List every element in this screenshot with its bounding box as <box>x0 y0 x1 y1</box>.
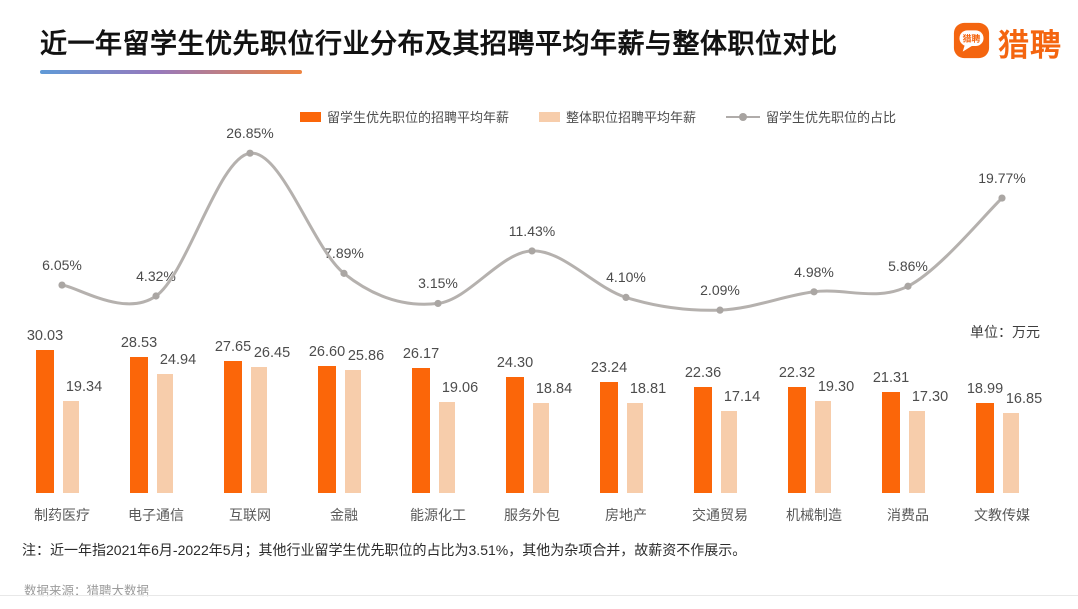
bar-value-label: 22.36 <box>684 364 722 381</box>
liepin-logo-icon: 猎聘 <box>953 21 990 65</box>
trend-dot <box>246 149 254 157</box>
trend-dot <box>528 247 536 255</box>
trend-dot <box>340 269 348 277</box>
bar-value-label: 24.30 <box>496 355 534 372</box>
category-label: 机械制造 <box>786 507 842 523</box>
trend-dot <box>434 299 442 308</box>
bar-overall-salary <box>439 402 455 493</box>
chart-legend: 留学生优先职位的招聘平均年薪 整体职位招聘平均年薪 留学生优先职位的占比 <box>300 107 896 126</box>
bar-value-label: 19.34 <box>65 378 103 395</box>
bar-value-label: 25.86 <box>347 347 385 364</box>
bar-student-salary <box>412 368 430 493</box>
bar-value-label: 18.99 <box>966 380 1004 397</box>
category-label: 制药医疗 <box>34 507 90 523</box>
bar-value-label: 18.81 <box>629 381 667 398</box>
bar-value-label: 24.94 <box>159 352 197 369</box>
title-underline-decoration <box>40 70 302 74</box>
legend-line-marker-icon <box>726 112 761 122</box>
bar-value-label: 19.30 <box>817 379 855 396</box>
trend-dot <box>998 194 1006 202</box>
bottom-divider <box>0 595 1078 596</box>
bar-student-salary <box>318 366 336 493</box>
bar-overall-salary <box>721 411 737 493</box>
category-label: 服务外包 <box>504 507 560 523</box>
bar-student-salary <box>506 377 524 493</box>
bar-student-salary <box>882 391 900 493</box>
category-label: 房地产 <box>605 507 647 523</box>
percent-label: 3.15% <box>418 275 458 292</box>
legend-label: 留学生优先职位的占比 <box>766 110 897 125</box>
svg-text:猎聘: 猎聘 <box>963 32 981 43</box>
category-label: 金融 <box>330 507 358 523</box>
bar-value-label: 17.30 <box>911 388 949 405</box>
percent-label: 26.85% <box>226 125 274 142</box>
category-label: 能源化工 <box>410 507 466 523</box>
data-source: 数据来源：猎聘大数据 <box>24 584 150 598</box>
bar-student-salary <box>130 357 148 493</box>
percent-label: 2.09% <box>700 282 740 299</box>
category-label: 消费品 <box>887 507 929 523</box>
bar-value-label: 16.85 <box>1005 390 1043 407</box>
legend-label: 留学生优先职位的招聘平均年薪 <box>327 110 510 125</box>
brand-logo: 猎聘 猎聘 <box>953 20 1062 65</box>
percent-label: 4.98% <box>794 263 834 280</box>
bar-overall-salary <box>63 400 79 493</box>
bar-value-label: 27.65 <box>214 339 252 356</box>
bar-value-label: 30.03 <box>26 327 64 344</box>
legend-swatch-orange <box>300 111 321 122</box>
legend-item-share-line: 留学生优先职位的占比 <box>726 107 896 126</box>
trend-dot <box>716 306 724 314</box>
bar-value-label: 19.06 <box>441 380 479 397</box>
bar-value-label: 26.45 <box>253 345 291 362</box>
unit-label: 单位：万元 <box>970 324 1040 340</box>
category-label: 交通贸易 <box>692 507 748 523</box>
legend-swatch-peach <box>539 111 561 122</box>
bar-value-label: 18.84 <box>535 381 573 398</box>
bar-student-salary <box>694 386 712 493</box>
legend-label: 整体职位招聘平均年薪 <box>566 110 697 125</box>
percent-label: 19.77% <box>978 170 1026 187</box>
bar-student-salary <box>600 382 618 493</box>
bar-value-label: 26.17 <box>402 346 440 363</box>
bar-value-label: 22.32 <box>778 364 816 381</box>
bar-overall-salary <box>1003 412 1019 493</box>
percent-label: 7.89% <box>324 245 364 262</box>
brand-logo-text: 猎聘 <box>998 28 1062 63</box>
bar-student-salary <box>976 402 994 493</box>
percent-label: 4.10% <box>606 269 646 286</box>
bar-overall-salary <box>251 367 267 493</box>
bar-student-salary <box>36 349 54 493</box>
bar-overall-salary <box>345 369 361 493</box>
trend-dot <box>810 288 818 296</box>
percent-label: 11.43% <box>508 222 556 239</box>
category-label: 文教传媒 <box>974 507 1030 523</box>
category-label: 电子通信 <box>128 507 184 523</box>
trend-dot <box>622 293 630 302</box>
bar-overall-salary <box>157 374 173 493</box>
page-title: 近一年留学生优先职位行业分布及其招聘平均年薪与整体职位对比 <box>40 29 838 59</box>
bar-value-label: 28.53 <box>120 335 158 352</box>
trend-dot <box>904 282 912 290</box>
trend-dot <box>152 292 160 300</box>
bar-value-label: 26.60 <box>308 344 346 361</box>
bar-overall-salary <box>627 403 643 493</box>
footnote: 注：近一年指2021年6月-2022年5月；其他行业留学生优先职位的占比为3.5… <box>22 542 747 558</box>
bar-overall-salary <box>815 401 831 493</box>
category-label: 互联网 <box>229 507 271 523</box>
legend-item-student-salary: 留学生优先职位的招聘平均年薪 <box>300 107 509 126</box>
percent-label: 6.05% <box>42 257 82 274</box>
bar-value-label: 21.31 <box>872 369 910 386</box>
bar-overall-salary <box>909 410 925 493</box>
percent-label: 5.86% <box>888 258 928 275</box>
trend-dot <box>58 281 66 289</box>
bar-overall-salary <box>533 403 549 493</box>
legend-item-overall-salary: 整体职位招聘平均年薪 <box>539 107 696 126</box>
bar-student-salary <box>788 386 806 493</box>
percent-label: 4.32% <box>136 268 176 284</box>
bar-value-label: 17.14 <box>723 389 761 406</box>
bar-value-label: 23.24 <box>590 360 628 377</box>
bar-student-salary <box>224 361 242 493</box>
